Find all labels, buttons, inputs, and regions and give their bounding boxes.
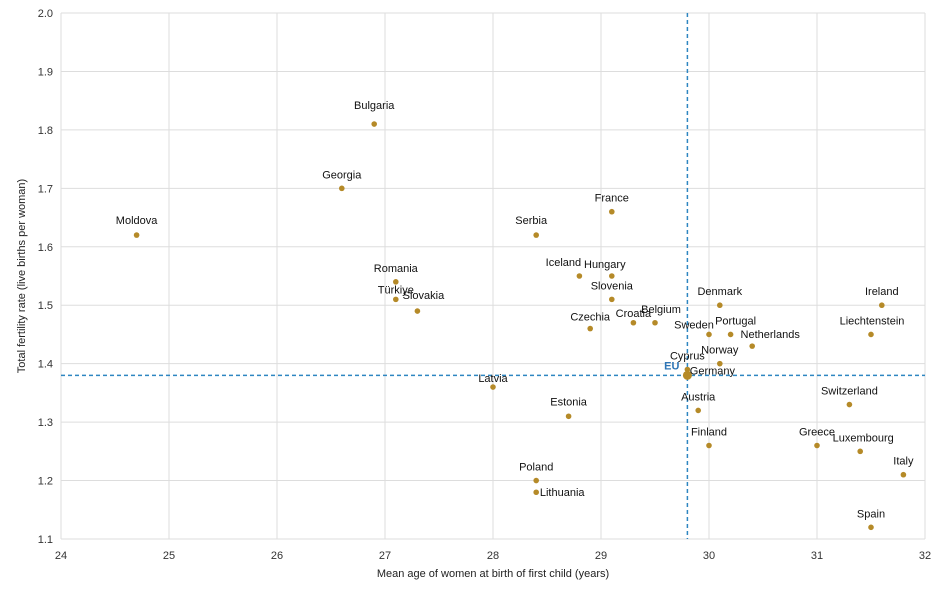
point-austria — [695, 407, 701, 414]
x-tick-label: 24 — [55, 550, 67, 562]
y-tick-label: 1.1 — [38, 534, 53, 546]
x-tick-label: 32 — [919, 550, 931, 562]
label-germany: Germany — [690, 365, 736, 377]
y-tick-label: 1.3 — [38, 417, 53, 429]
point-estonia — [565, 413, 572, 420]
label-portugal: Portugal — [715, 315, 756, 327]
point-hungary — [609, 273, 615, 279]
point-iceland — [576, 273, 583, 279]
axis-ticks: 24 25 26 27 28 29 30 31 32 1.1 1.2 1.3 1.4 1.5 1.6 1.7 1… — [38, 8, 931, 562]
point-czechia — [587, 325, 593, 332]
point-poland — [533, 477, 539, 484]
label-denmark: Denmark — [697, 286, 742, 298]
point-slovakia — [414, 308, 421, 314]
y-tick-label: 1.8 — [38, 125, 53, 137]
label-czechia: Czechia — [570, 312, 611, 324]
point-croatia — [630, 319, 637, 326]
label-slovenia: Slovenia — [591, 280, 634, 292]
x-tick-label: 25 — [163, 550, 175, 562]
label-finland: Finland — [691, 426, 727, 438]
label-sweden: Sweden — [674, 319, 714, 331]
label-turkiye: Türkiye — [378, 284, 414, 296]
label-switzerland: Switzerland — [821, 386, 878, 398]
point-switzerland — [846, 401, 853, 408]
x-tick-label: 30 — [703, 550, 715, 562]
label-luxembourg: Luxembourg — [833, 432, 894, 444]
point-serbia — [533, 232, 539, 238]
point-norway — [717, 360, 723, 367]
label-belgium: Belgium — [641, 304, 681, 316]
point-france — [609, 208, 615, 215]
data-labels: EUMoldovaBulgariaGeorgiaRomaniaTürkiyeSl… — [116, 100, 914, 520]
point-bulgaria — [371, 121, 378, 127]
point-georgia — [339, 185, 345, 192]
label-cyprus: Cyprus — [670, 351, 705, 363]
label-norway: Norway — [701, 345, 739, 357]
label-greece: Greece — [799, 426, 835, 438]
eu-reference-lines — [61, 13, 925, 539]
point-lithuania — [533, 489, 539, 496]
point-italy — [900, 471, 907, 478]
point-liechtenstein — [868, 331, 874, 338]
data-points — [133, 121, 907, 531]
x-tick-label: 27 — [379, 550, 391, 562]
label-iceland: Iceland — [546, 257, 581, 269]
label-croatia: Croatia — [616, 308, 652, 320]
label-austria: Austria — [681, 391, 716, 403]
point-belgium — [652, 319, 658, 326]
label-lithuania: Lithuania — [540, 487, 586, 499]
label-liechtenstein: Liechtenstein — [840, 315, 905, 327]
point-ireland — [879, 302, 885, 309]
point-netherlands — [749, 343, 755, 349]
point-moldova — [133, 232, 140, 238]
point-latvia — [490, 384, 496, 390]
y-tick-label: 1.2 — [38, 476, 53, 488]
point-spain — [868, 524, 874, 531]
label-hungary: Hungary — [584, 259, 626, 271]
point-sweden — [706, 331, 712, 338]
label-ireland: Ireland — [865, 286, 899, 298]
y-tick-label: 1.9 — [38, 66, 53, 78]
y-tick-label: 1.4 — [38, 359, 53, 371]
label-bulgaria: Bulgaria — [354, 100, 395, 112]
point-slovenia — [609, 296, 615, 303]
y-tick-label: 1.7 — [38, 183, 53, 195]
x-axis-title: Mean age of women at birth of first chil… — [377, 568, 609, 580]
grid — [60, 12, 926, 540]
x-tick-label: 31 — [811, 550, 823, 562]
label-serbia: Serbia — [515, 215, 548, 227]
y-tick-label: 2.0 — [38, 8, 53, 20]
x-tick-label: 29 — [595, 550, 607, 562]
label-moldova: Moldova — [116, 215, 158, 227]
label-georgia: Georgia — [322, 169, 362, 181]
point-romania — [393, 279, 399, 285]
label-netherlands: Netherlands — [741, 329, 801, 341]
point-luxembourg — [857, 448, 863, 455]
label-france: France — [595, 193, 629, 205]
eu-label: EU — [664, 360, 679, 372]
label-estonia: Estonia — [550, 396, 588, 408]
point-germany — [684, 372, 691, 379]
label-italy: Italy — [893, 456, 914, 468]
y-tick-label: 1.6 — [38, 242, 53, 254]
label-romania: Romania — [374, 263, 419, 275]
point-greece — [814, 442, 820, 449]
point-finland — [706, 442, 712, 449]
label-spain: Spain — [857, 508, 885, 520]
label-slovakia: Slovakia — [403, 290, 445, 302]
y-tick-label: 1.5 — [38, 300, 53, 312]
x-tick-label: 26 — [271, 550, 283, 562]
x-tick-label: 28 — [487, 550, 499, 562]
label-latvia: Latvia — [478, 373, 508, 385]
point-cyprus — [684, 366, 691, 373]
point-portugal — [727, 331, 734, 338]
point-turkiye — [393, 296, 399, 303]
label-poland: Poland — [519, 462, 553, 474]
point-denmark — [717, 302, 723, 309]
y-axis-title: Total fertility rate (live births per wo… — [16, 179, 28, 373]
